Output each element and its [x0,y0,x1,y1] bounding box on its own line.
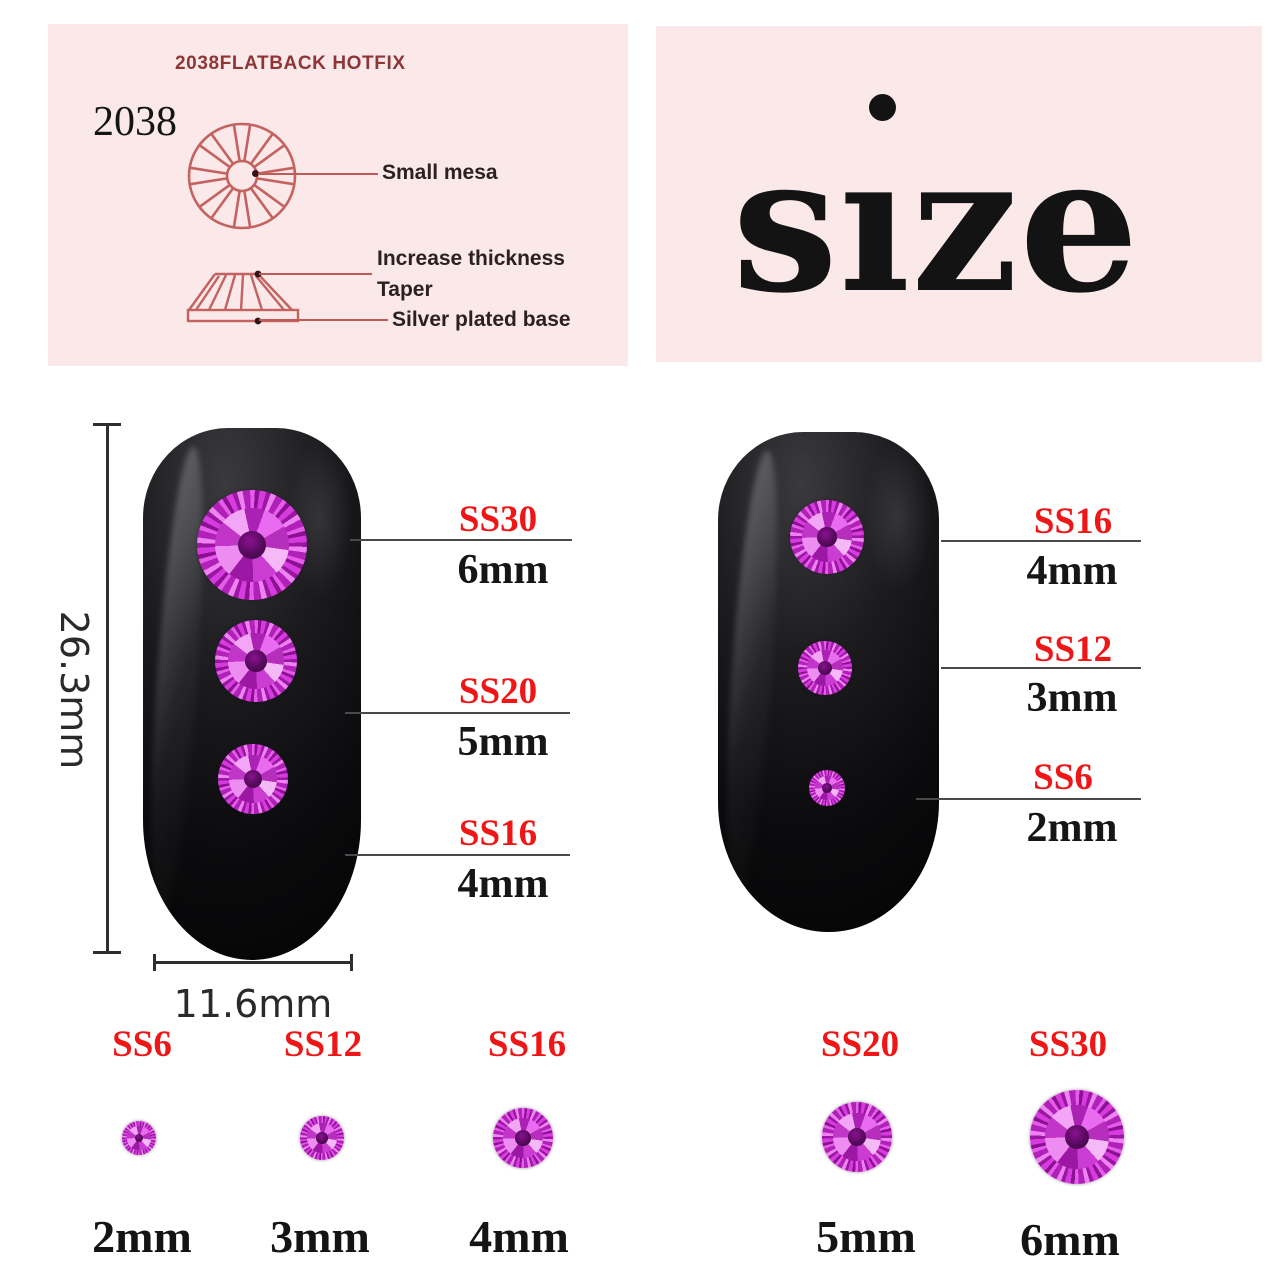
callout-ss-label: SS12 [1033,629,1113,670]
nail-sheen-highlight [864,442,931,592]
nail-width-label: 11.6mm [173,982,333,1026]
callout-line [941,667,1141,669]
base-leader-line [259,319,388,321]
dimension-cap [153,954,156,971]
callout-line [916,798,1141,800]
callout-mm-label: 3mm [1026,675,1118,721]
callout-mm-label: 2mm [1026,805,1118,851]
size-panel: sıze [656,26,1262,362]
stone-top-view-icon [187,122,297,230]
rhinestone-ss12 [300,1116,344,1160]
nail-height-label: 26.3mm [52,610,96,770]
rhinestone-ss30 [197,490,307,600]
callout-line [941,540,1141,542]
size-row-ss-label: SS20 [820,1024,900,1065]
dimension-cap [93,951,121,954]
spec-panel: 2038FLATBACK HOTFIX 2038 Small mesa [48,24,628,366]
taper-label: Taper [377,278,433,301]
callout-mm-label: 5mm [457,719,549,765]
size-row-ss-label: SS12 [283,1024,363,1065]
thickness-leader-line [259,273,372,275]
rhinestone-ss20 [215,620,297,702]
mesa-leader-line [258,173,378,175]
callout-mm-label: 4mm [457,861,549,907]
rhinestone-ss16 [790,500,864,574]
model-number: 2038 [93,99,177,145]
rhinestone-ss16 [493,1108,553,1168]
callout-line [350,539,572,541]
size-row-mm-label: 2mm [92,1211,192,1262]
size-i-dot-icon [869,94,896,121]
rhinestone-ss6 [809,770,845,806]
size-panel-title: sıze [732,114,1140,335]
dimension-cap [93,423,121,426]
size-row-mm-label: 6mm [1020,1214,1120,1265]
spec-panel-title: 2038FLATBACK HOTFIX [175,53,406,74]
callout-ss-label: SS20 [458,671,538,712]
callout-line [345,854,570,856]
callout-ss-label: SS30 [458,499,538,540]
thickness-label: Increase thickness [377,247,565,270]
height-dimension-line [106,424,109,954]
callout-ss-label: SS16 [1033,501,1113,542]
nail-gloss-highlight [718,449,788,891]
size-row-ss-label: SS30 [1028,1024,1108,1065]
size-row-ss-label: SS6 [112,1024,172,1065]
rhinestone-ss6 [122,1121,156,1155]
stone-side-view-icon [186,270,300,325]
size-row-mm-label: 4mm [469,1211,569,1262]
base-label: Silver plated base [392,308,571,331]
size-row-mm-label: 5mm [816,1211,916,1262]
dimension-cap [350,954,353,971]
size-row-ss-label: SS16 [487,1024,567,1065]
callout-line [345,712,570,714]
rhinestone-ss20 [822,1102,892,1172]
callout-ss-label: SS16 [458,813,538,854]
rhinestone-ss16 [218,744,288,814]
mesa-label: Small mesa [382,161,498,184]
callout-ss-label: SS6 [1033,757,1093,798]
rhinestone-ss12 [798,641,852,695]
mesa-anchor-dot [252,170,259,177]
size-row-mm-label: 3mm [270,1211,370,1262]
width-dimension-line [154,961,352,964]
nail-gloss-highlight [143,445,214,915]
callout-mm-label: 6mm [457,547,549,593]
rhinestone-ss30 [1030,1090,1124,1184]
callout-mm-label: 4mm [1026,548,1118,594]
